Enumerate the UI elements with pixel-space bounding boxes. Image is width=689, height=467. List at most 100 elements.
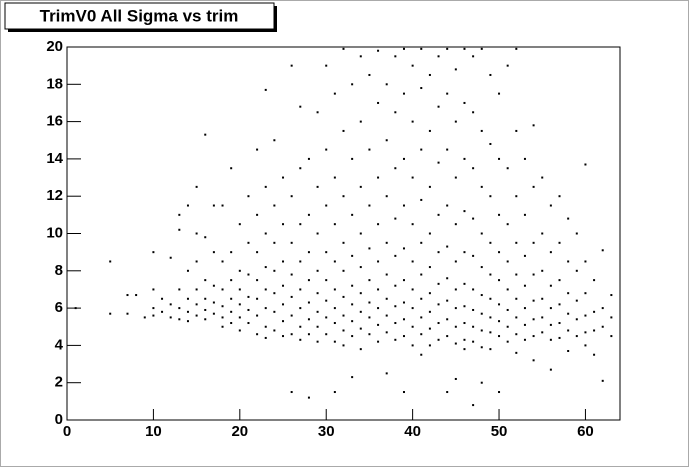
point: [446, 391, 449, 394]
point: [325, 204, 328, 207]
point: [264, 266, 267, 269]
point: [351, 284, 354, 287]
point: [498, 213, 501, 216]
point: [446, 47, 449, 50]
point: [541, 331, 544, 334]
point: [454, 223, 457, 226]
point: [368, 204, 371, 207]
point: [472, 167, 475, 170]
point: [532, 241, 535, 244]
point: [411, 307, 414, 310]
point: [532, 318, 535, 321]
point: [411, 223, 414, 226]
point: [428, 266, 431, 269]
point: [411, 176, 414, 179]
point: [446, 277, 449, 280]
point: [454, 342, 457, 345]
point: [567, 349, 570, 352]
point: [299, 325, 302, 328]
point: [523, 254, 526, 257]
point: [549, 368, 552, 371]
point: [221, 204, 224, 207]
point: [402, 247, 405, 250]
point: [558, 336, 561, 339]
point: [307, 301, 310, 304]
point: [515, 333, 518, 336]
point: [480, 294, 483, 297]
y-tick-label: 2: [55, 374, 63, 391]
y-tick-label: 4: [55, 336, 64, 353]
point: [325, 333, 328, 336]
y-tick-label: 20: [46, 38, 63, 55]
point: [238, 303, 241, 306]
point: [472, 404, 475, 407]
point: [342, 295, 345, 298]
point: [316, 269, 319, 272]
point: [230, 167, 233, 170]
plot-frame: [66, 46, 621, 421]
point: [152, 314, 155, 317]
point: [437, 251, 440, 254]
point: [506, 167, 509, 170]
point: [532, 359, 535, 362]
point: [195, 314, 198, 317]
point: [212, 284, 215, 287]
point: [238, 269, 241, 272]
point: [195, 260, 198, 263]
point: [394, 338, 397, 341]
point: [489, 195, 492, 198]
point: [601, 325, 604, 328]
point: [472, 340, 475, 343]
point: [342, 241, 345, 244]
point: [195, 232, 198, 235]
point: [385, 83, 388, 86]
point: [463, 348, 466, 351]
point: [420, 297, 423, 300]
point: [506, 260, 509, 263]
point: [498, 251, 501, 254]
y-tick-label: 6: [55, 299, 63, 316]
point: [342, 47, 345, 50]
point: [307, 279, 310, 282]
point: [558, 195, 561, 198]
point: [523, 157, 526, 160]
point: [307, 318, 310, 321]
point: [610, 335, 613, 338]
point: [299, 307, 302, 310]
point: [420, 148, 423, 151]
point: [463, 322, 466, 325]
point: [359, 348, 362, 351]
point: [351, 83, 354, 86]
point: [575, 232, 578, 235]
point: [567, 260, 570, 263]
point: [454, 325, 457, 328]
point: [463, 101, 466, 104]
point: [498, 391, 501, 394]
x-tick-label: 10: [145, 423, 162, 440]
point: [489, 241, 492, 244]
point: [541, 316, 544, 319]
point: [489, 331, 492, 334]
point: [377, 288, 380, 291]
point: [299, 288, 302, 291]
point: [489, 348, 492, 351]
point: [377, 340, 380, 343]
point: [472, 254, 475, 257]
point: [584, 331, 587, 334]
point: [178, 213, 181, 216]
point: [402, 391, 405, 394]
point: [394, 284, 397, 287]
point: [368, 333, 371, 336]
point: [377, 49, 380, 52]
point: [575, 335, 578, 338]
point: [420, 198, 423, 201]
point: [437, 105, 440, 108]
point: [333, 92, 336, 95]
point: [532, 185, 535, 188]
point: [480, 266, 483, 269]
point: [437, 55, 440, 58]
y-tick-label: 18: [46, 75, 63, 92]
point: [411, 64, 414, 67]
point: [316, 325, 319, 328]
point: [273, 204, 276, 207]
